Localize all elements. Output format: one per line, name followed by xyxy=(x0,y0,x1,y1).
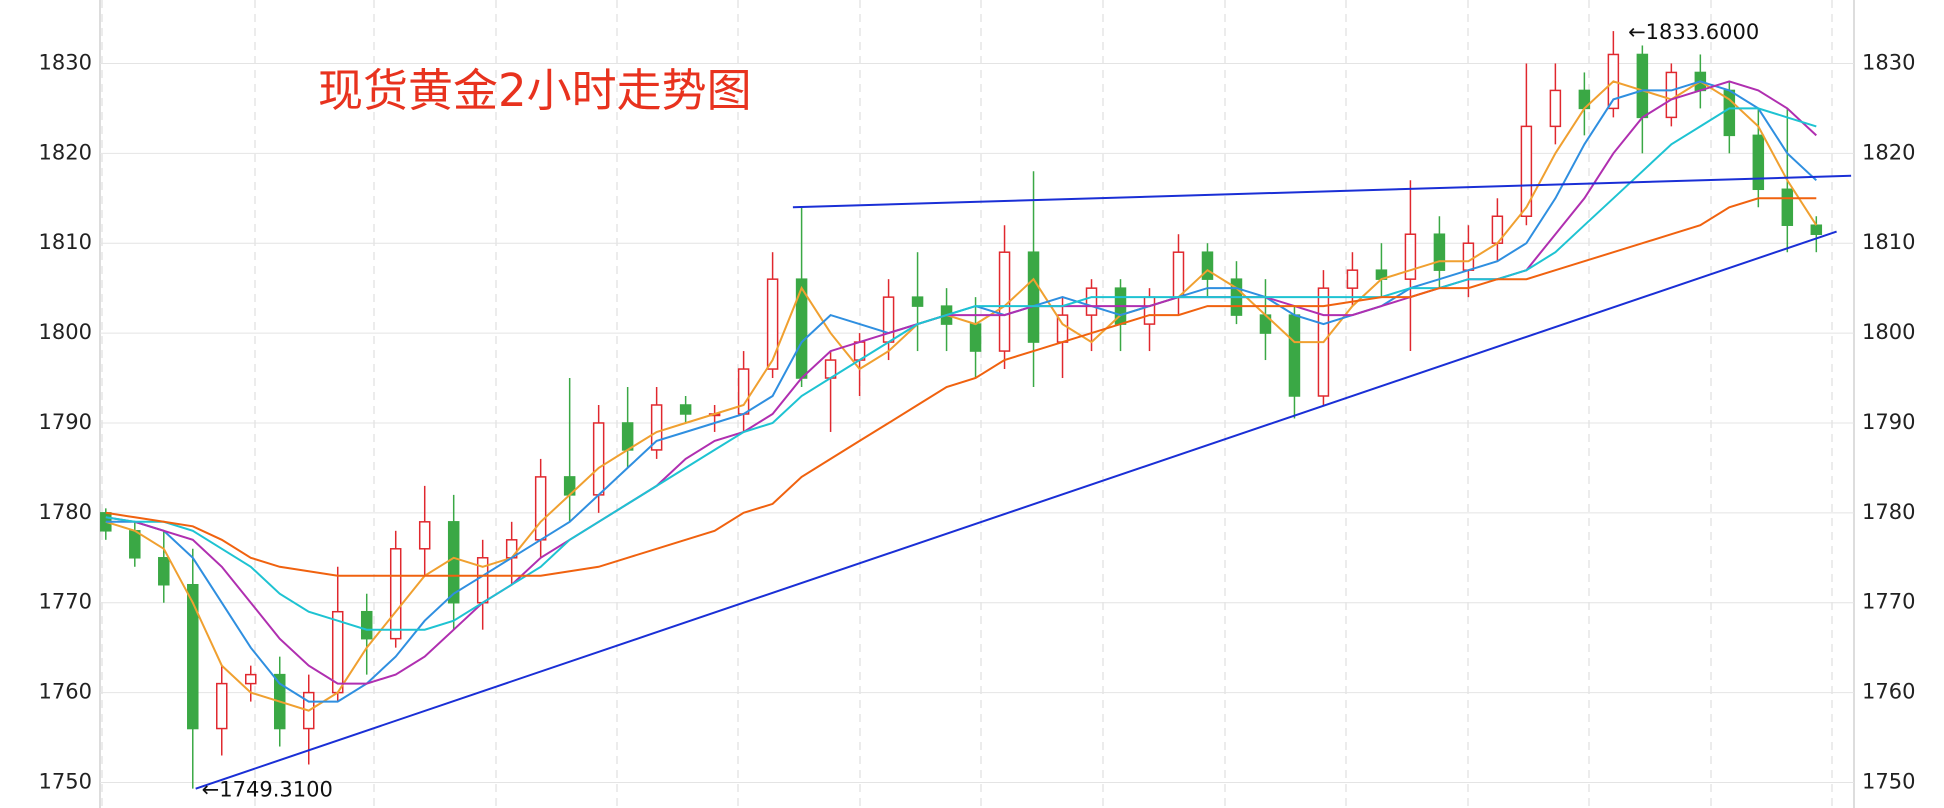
candle-body xyxy=(592,422,605,496)
moving-average-line xyxy=(105,197,1817,577)
candle-body xyxy=(1404,233,1417,280)
y-tick-label-right: 1830 xyxy=(1862,50,1915,74)
y-tick-label-right: 1790 xyxy=(1862,410,1915,434)
candle-body xyxy=(158,557,170,586)
candle-body xyxy=(621,422,634,451)
candle-body xyxy=(1288,314,1301,397)
candle-body xyxy=(1201,251,1214,280)
y-tick-label-right: 1760 xyxy=(1862,680,1915,704)
moving-average-line xyxy=(105,80,1817,685)
grid: 1750 1750 1760 1760 1770 1770 1780 1780 1790 1790… xyxy=(39,0,1915,808)
y-tick-label-right: 1820 xyxy=(1862,140,1915,164)
candle-body xyxy=(766,278,779,370)
candle-body xyxy=(1027,251,1040,343)
y-tick-label: 1830 xyxy=(39,50,92,74)
y-tick-label: 1760 xyxy=(39,680,92,704)
candle-body xyxy=(650,404,663,451)
trend-line xyxy=(195,230,1837,790)
y-tick-label-right: 1750 xyxy=(1862,769,1915,793)
y-tick-label: 1780 xyxy=(39,500,92,524)
candle-body xyxy=(187,583,199,730)
candle-body xyxy=(1433,233,1446,271)
candle-body xyxy=(418,521,431,550)
candle-body xyxy=(389,548,402,640)
annotation: ←1749.3100 xyxy=(202,778,333,802)
candle-body xyxy=(737,368,750,415)
trend-line xyxy=(792,174,1852,209)
chart-title: 现货黄金2小时走势图 xyxy=(318,64,752,117)
candle-body xyxy=(969,323,982,352)
candle-body xyxy=(1085,287,1098,316)
y-tick-label: 1810 xyxy=(39,230,92,254)
candle-body xyxy=(882,296,895,343)
candle-body xyxy=(1781,188,1794,226)
candle-body xyxy=(1636,53,1649,119)
candle-body xyxy=(1346,269,1359,289)
moving-average-line xyxy=(105,80,1818,712)
candle-body xyxy=(245,673,257,685)
candle-body xyxy=(360,610,373,640)
candle-body xyxy=(1549,89,1562,128)
candle-body xyxy=(1172,251,1185,298)
candle-body xyxy=(1810,224,1823,235)
y-tick-label: 1820 xyxy=(39,140,92,164)
candle-body xyxy=(1665,71,1678,119)
y-tick-label: 1790 xyxy=(39,410,92,434)
candle-body xyxy=(129,530,141,559)
candle-body xyxy=(476,557,489,604)
candle-body xyxy=(447,521,460,604)
candle-body xyxy=(1462,242,1475,271)
candle-body xyxy=(1520,125,1533,217)
y-tick-label: 1800 xyxy=(39,320,92,344)
candle-body xyxy=(911,296,924,307)
y-tick-label: 1770 xyxy=(39,590,92,614)
y-tick-label-right: 1770 xyxy=(1862,590,1915,614)
y-tick-label-right: 1780 xyxy=(1862,500,1915,524)
moving-average-line xyxy=(105,107,1817,631)
candle-body xyxy=(534,476,547,541)
y-tick-label-right: 1800 xyxy=(1862,320,1915,344)
y-tick-label: 1750 xyxy=(39,769,92,793)
annotation: ←1833.6000 xyxy=(1628,20,1759,44)
candle-body xyxy=(1143,296,1156,325)
candle-body xyxy=(679,404,692,415)
candle-body xyxy=(1752,134,1765,191)
plot: ←1833.6000 ←1749.3100 xyxy=(100,20,1852,802)
candle-body xyxy=(216,682,228,730)
y-tick-label-right: 1810 xyxy=(1862,230,1915,254)
moving-average-line xyxy=(105,80,1817,703)
